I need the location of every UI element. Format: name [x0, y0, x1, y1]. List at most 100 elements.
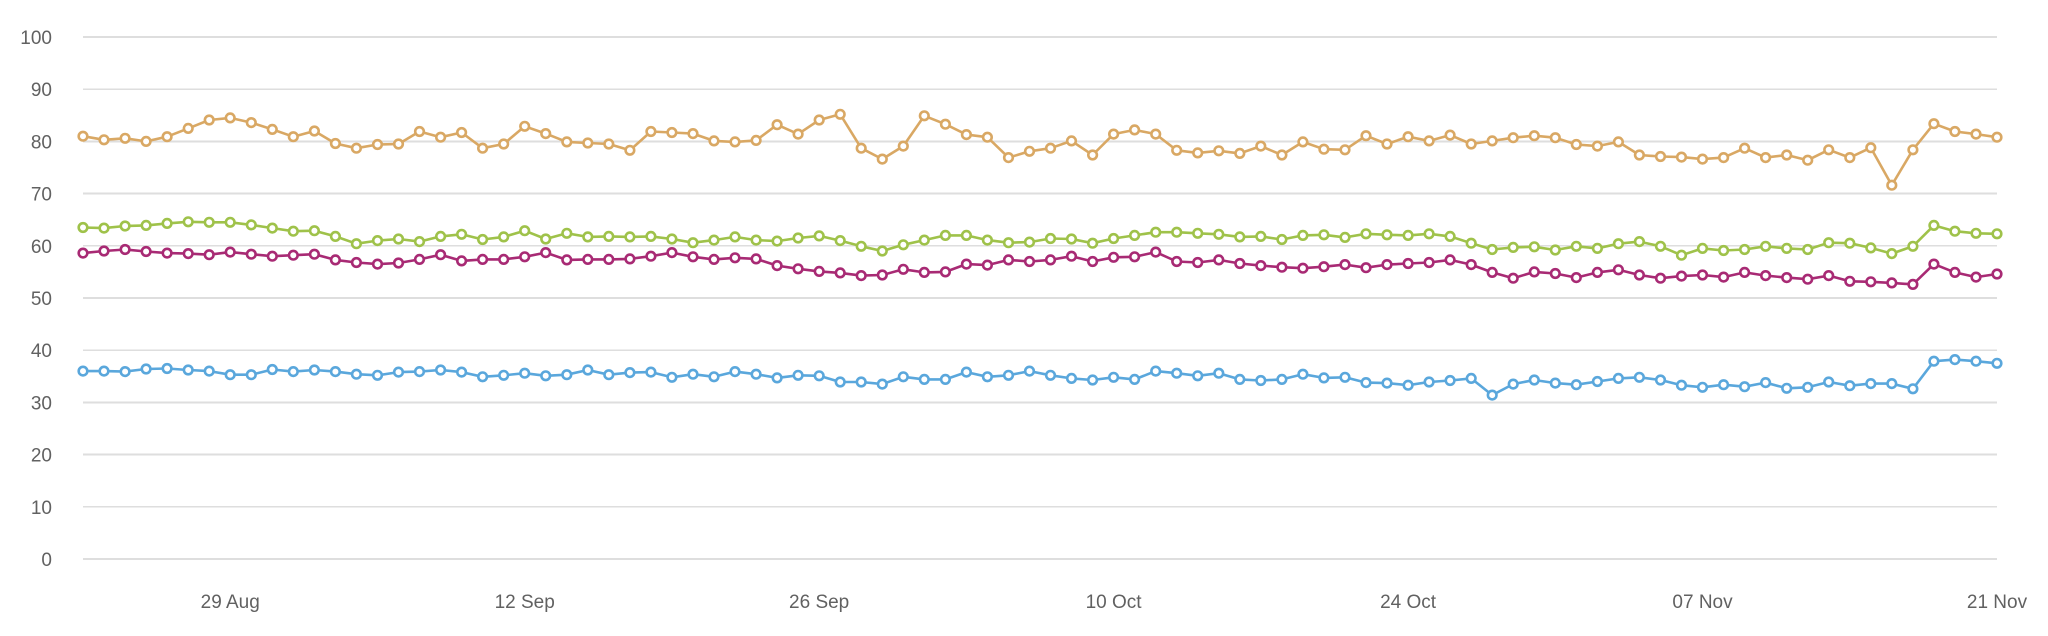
data-point-purple-57[interactable]: [1276, 261, 1288, 273]
data-point-green-89[interactable]: [1949, 225, 1961, 237]
data-point-blue-25[interactable]: [603, 369, 615, 381]
data-point-purple-76[interactable]: [1675, 270, 1688, 282]
data-point-orange-1[interactable]: [98, 134, 110, 146]
data-point-orange-12[interactable]: [329, 137, 342, 150]
data-point-green-44[interactable]: [1002, 237, 1015, 249]
data-point-blue-39[interactable]: [897, 371, 909, 383]
data-point-blue-27[interactable]: [645, 366, 657, 378]
data-point-blue-64[interactable]: [1423, 376, 1435, 388]
data-point-blue-57[interactable]: [1276, 373, 1288, 386]
data-point-orange-2[interactable]: [119, 132, 131, 144]
data-point-green-53[interactable]: [1192, 227, 1204, 239]
data-point-purple-82[interactable]: [1802, 273, 1814, 285]
data-point-orange-32[interactable]: [750, 134, 762, 146]
data-point-blue-70[interactable]: [1549, 377, 1561, 389]
data-point-green-43[interactable]: [981, 234, 994, 246]
data-point-orange-79[interactable]: [1738, 142, 1751, 154]
data-point-purple-64[interactable]: [1423, 256, 1435, 269]
data-point-purple-32[interactable]: [750, 253, 762, 265]
data-point-orange-68[interactable]: [1507, 132, 1519, 144]
data-point-green-20[interactable]: [498, 231, 510, 243]
data-point-blue-82[interactable]: [1802, 381, 1814, 393]
data-point-blue-75[interactable]: [1654, 374, 1667, 386]
data-point-green-56[interactable]: [1255, 230, 1267, 242]
data-point-purple-17[interactable]: [435, 249, 447, 261]
data-point-orange-55[interactable]: [1234, 147, 1246, 159]
data-point-purple-19[interactable]: [477, 253, 489, 265]
data-point-blue-38[interactable]: [876, 378, 888, 390]
data-point-orange-6[interactable]: [203, 114, 215, 126]
data-point-blue-72[interactable]: [1591, 375, 1603, 388]
data-point-green-2[interactable]: [119, 220, 131, 232]
data-point-blue-66[interactable]: [1465, 372, 1477, 385]
data-point-purple-51[interactable]: [1150, 246, 1162, 258]
data-point-green-52[interactable]: [1171, 226, 1183, 238]
data-point-orange-5[interactable]: [182, 122, 194, 134]
data-point-orange-75[interactable]: [1654, 150, 1667, 163]
data-point-green-54[interactable]: [1213, 228, 1225, 240]
data-point-green-5[interactable]: [182, 216, 194, 228]
data-point-orange-82[interactable]: [1802, 154, 1814, 166]
data-point-orange-86[interactable]: [1886, 179, 1898, 191]
data-point-orange-21[interactable]: [519, 120, 531, 132]
data-point-green-55[interactable]: [1234, 231, 1246, 243]
data-point-blue-44[interactable]: [1002, 369, 1015, 381]
data-point-blue-76[interactable]: [1675, 379, 1688, 391]
data-point-green-11[interactable]: [308, 225, 321, 237]
data-point-green-40[interactable]: [918, 234, 930, 246]
data-point-blue-18[interactable]: [456, 366, 468, 378]
data-point-blue-33[interactable]: [771, 372, 783, 384]
data-point-blue-50[interactable]: [1128, 373, 1141, 386]
data-point-blue-7[interactable]: [224, 369, 236, 381]
data-point-blue-90[interactable]: [1970, 355, 1982, 367]
data-point-blue-30[interactable]: [708, 371, 720, 383]
data-point-orange-53[interactable]: [1192, 147, 1204, 159]
data-point-blue-10[interactable]: [287, 366, 299, 378]
data-point-purple-62[interactable]: [1381, 259, 1393, 271]
data-point-orange-38[interactable]: [876, 153, 888, 165]
data-point-blue-28[interactable]: [666, 371, 678, 383]
data-point-orange-89[interactable]: [1949, 125, 1961, 138]
data-point-orange-0[interactable]: [77, 130, 89, 142]
data-point-green-47[interactable]: [1065, 233, 1078, 245]
data-point-purple-26[interactable]: [624, 253, 636, 265]
data-point-orange-57[interactable]: [1276, 149, 1288, 161]
data-point-purple-39[interactable]: [897, 263, 909, 275]
data-point-blue-31[interactable]: [729, 366, 741, 378]
data-point-green-90[interactable]: [1970, 227, 1982, 239]
data-point-green-82[interactable]: [1802, 243, 1814, 256]
data-point-purple-85[interactable]: [1865, 276, 1877, 288]
data-point-blue-49[interactable]: [1107, 371, 1120, 383]
data-point-blue-20[interactable]: [498, 369, 510, 381]
data-point-blue-34[interactable]: [792, 369, 804, 381]
data-point-blue-56[interactable]: [1255, 374, 1267, 387]
data-point-green-9[interactable]: [266, 222, 278, 234]
data-point-orange-8[interactable]: [245, 116, 257, 129]
data-point-purple-80[interactable]: [1759, 270, 1772, 282]
data-point-orange-16[interactable]: [413, 125, 426, 138]
data-point-orange-39[interactable]: [897, 140, 909, 152]
data-point-orange-65[interactable]: [1444, 129, 1456, 141]
data-point-purple-59[interactable]: [1318, 261, 1330, 273]
data-point-green-6[interactable]: [203, 216, 215, 228]
data-point-blue-80[interactable]: [1759, 377, 1772, 389]
data-point-purple-60[interactable]: [1339, 259, 1351, 271]
data-point-blue-8[interactable]: [245, 369, 257, 381]
data-point-orange-4[interactable]: [161, 131, 173, 143]
data-point-green-79[interactable]: [1738, 243, 1751, 256]
data-point-green-17[interactable]: [435, 230, 447, 242]
data-point-orange-18[interactable]: [456, 126, 468, 139]
data-point-orange-33[interactable]: [771, 119, 783, 131]
data-point-orange-70[interactable]: [1549, 132, 1561, 144]
data-point-green-88[interactable]: [1928, 219, 1940, 231]
data-point-green-46[interactable]: [1044, 232, 1057, 245]
data-point-blue-23[interactable]: [561, 369, 573, 381]
data-point-green-3[interactable]: [140, 219, 152, 231]
data-point-orange-42[interactable]: [960, 129, 973, 141]
data-point-blue-40[interactable]: [918, 373, 930, 386]
data-point-green-63[interactable]: [1402, 229, 1414, 241]
data-point-orange-83[interactable]: [1823, 144, 1835, 156]
data-point-orange-14[interactable]: [371, 138, 384, 151]
data-point-green-67[interactable]: [1486, 243, 1498, 256]
data-point-blue-24[interactable]: [582, 364, 594, 376]
